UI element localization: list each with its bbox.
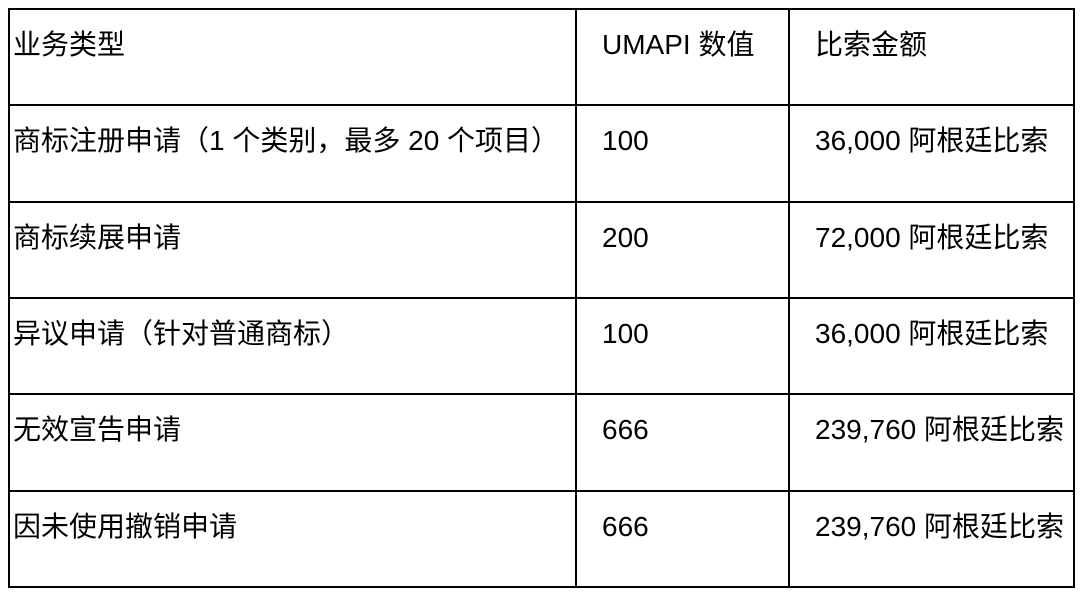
cell-umapi-value: 666: [575, 489, 790, 589]
cell-umapi-value: 100: [575, 104, 790, 203]
cell-umapi-value: 100: [575, 296, 790, 396]
cell-peso-amount: 72,000 阿根廷比索: [788, 200, 1075, 299]
cell-business-type: 无效宣告申请: [8, 393, 577, 492]
table-row: 商标注册申请（1 个类别，最多 20 个项目） 100 36,000 阿根廷比索: [8, 104, 1075, 203]
cell-business-type: 商标续展申请: [8, 200, 577, 299]
cell-peso-amount: 239,760 阿根廷比索: [788, 489, 1075, 589]
header-row: 业务类型 UMAPI 数值 比索金额: [8, 7, 1075, 107]
table-row: 无效宣告申请 666 239,760 阿根廷比索: [8, 393, 1075, 492]
header-umapi-value: UMAPI 数值: [575, 7, 790, 107]
cell-business-type: 商标注册申请（1 个类别，最多 20 个项目）: [8, 104, 577, 203]
table-row: 因未使用撤销申请 666 239,760 阿根廷比索: [8, 489, 1075, 589]
cell-peso-amount: 239,760 阿根廷比索: [788, 393, 1075, 492]
header-business-type: 业务类型: [8, 7, 577, 107]
fee-table: 业务类型 UMAPI 数值 比索金额 商标注册申请（1 个类别，最多 20 个项…: [8, 7, 1075, 589]
cell-umapi-value: 200: [575, 200, 790, 299]
table-row: 异议申请（针对普通商标） 100 36,000 阿根廷比索: [8, 296, 1075, 396]
cell-business-type: 因未使用撤销申请: [8, 489, 577, 589]
cell-peso-amount: 36,000 阿根廷比索: [788, 296, 1075, 396]
cell-umapi-value: 666: [575, 393, 790, 492]
cell-peso-amount: 36,000 阿根廷比索: [788, 104, 1075, 203]
table-row: 商标续展申请 200 72,000 阿根廷比索: [8, 200, 1075, 299]
header-peso-amount: 比索金额: [788, 7, 1075, 107]
cell-business-type: 异议申请（针对普通商标）: [8, 296, 577, 396]
